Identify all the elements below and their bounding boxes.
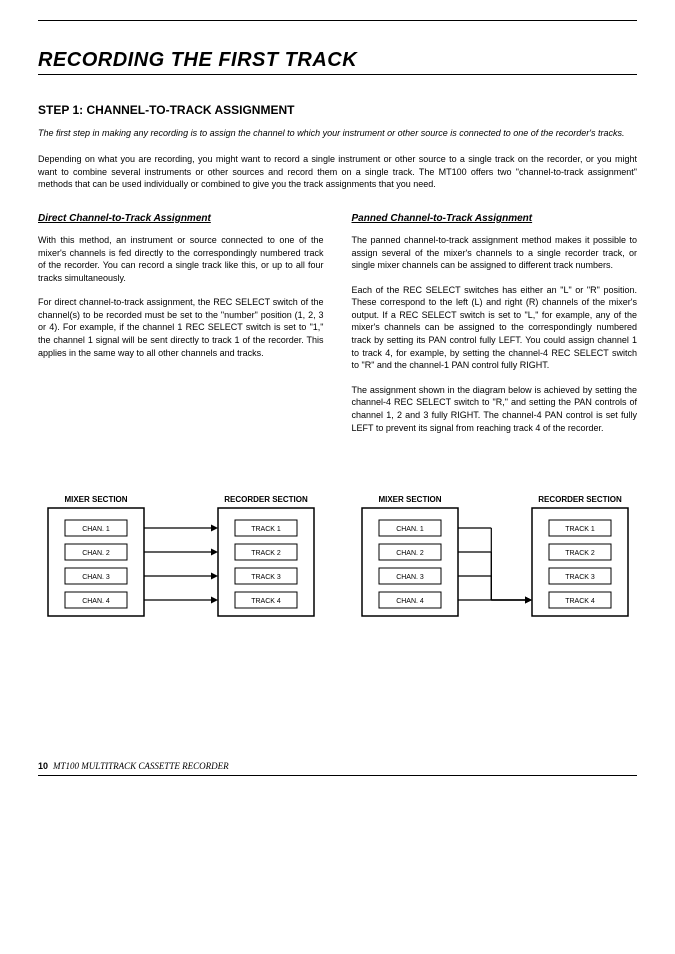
svg-text:TRACK 3: TRACK 3 [565,574,595,581]
body-paragraph: Depending on what you are recording, you… [38,153,637,191]
right-p2: Each of the REC SELECT switches has eith… [352,284,638,372]
svg-text:TRACK 3: TRACK 3 [251,574,281,581]
svg-text:TRACK 2: TRACK 2 [565,550,595,557]
footer: 10 MT100 MULTITRACK CASSETTE RECORDER [38,761,637,776]
intro-paragraph: The first step in making any recording i… [38,127,637,139]
diagram-panned: MIXER SECTION RECORDER SECTION CHAN. 1 TRAC… [352,486,638,641]
svg-text:CHAN. 3: CHAN. 3 [396,574,424,581]
right-column: Panned Channel-to-Track Assignment The p… [352,213,638,446]
svg-text:CHAN. 2: CHAN. 2 [82,550,110,557]
page-number: 10 [38,761,48,771]
svg-text:CHAN. 1: CHAN. 1 [82,526,110,533]
page-title: RECORDING THE FIRST TRACK [38,49,637,75]
svg-text:CHAN. 4: CHAN. 4 [396,598,424,605]
svg-text:CHAN. 1: CHAN. 1 [396,526,424,533]
svg-text:TRACK 4: TRACK 4 [251,598,281,605]
left-subheading: Direct Channel-to-Track Assignment [38,213,324,224]
left-column: Direct Channel-to-Track Assignment With … [38,213,324,446]
top-rule [38,20,637,21]
svg-text:RECORDER SECTION: RECORDER SECTION [224,495,308,504]
svg-text:TRACK 1: TRACK 1 [565,526,595,533]
right-p1: The panned channel-to-track assignment m… [352,234,638,272]
svg-text:MIXER SECTION: MIXER SECTION [64,495,127,504]
right-subheading: Panned Channel-to-Track Assignment [352,213,638,224]
diagram-panned-svg: MIXER SECTION RECORDER SECTION CHAN. 1 TRAC… [352,486,637,636]
left-p1: With this method, an instrument or sourc… [38,234,324,284]
page: RECORDING THE FIRST TRACK STEP 1: CHANNE… [0,0,675,796]
footer-title: MT100 MULTITRACK CASSETTE RECORDER [53,761,229,771]
two-column-section: Direct Channel-to-Track Assignment With … [38,213,637,446]
diagrams-row: MIXER SECTION RECORDER SECTION CHAN. 1 TRAC… [38,486,637,641]
svg-text:TRACK 1: TRACK 1 [251,526,281,533]
diagram-direct-svg: MIXER SECTION RECORDER SECTION CHAN. 1 TRAC… [38,486,323,636]
svg-text:CHAN. 3: CHAN. 3 [82,574,110,581]
diagram-direct: MIXER SECTION RECORDER SECTION CHAN. 1 TRAC… [38,486,324,641]
svg-text:RECORDER SECTION: RECORDER SECTION [538,495,622,504]
right-p3: The assignment shown in the diagram belo… [352,384,638,434]
svg-text:TRACK 2: TRACK 2 [251,550,281,557]
svg-text:TRACK 4: TRACK 4 [565,598,595,605]
step-heading: STEP 1: CHANNEL-TO-TRACK ASSIGNMENT [38,103,637,117]
svg-text:CHAN. 4: CHAN. 4 [82,598,110,605]
left-p2: For direct channel-to-track assignment, … [38,296,324,359]
svg-text:CHAN. 2: CHAN. 2 [396,550,424,557]
svg-text:MIXER SECTION: MIXER SECTION [378,495,441,504]
